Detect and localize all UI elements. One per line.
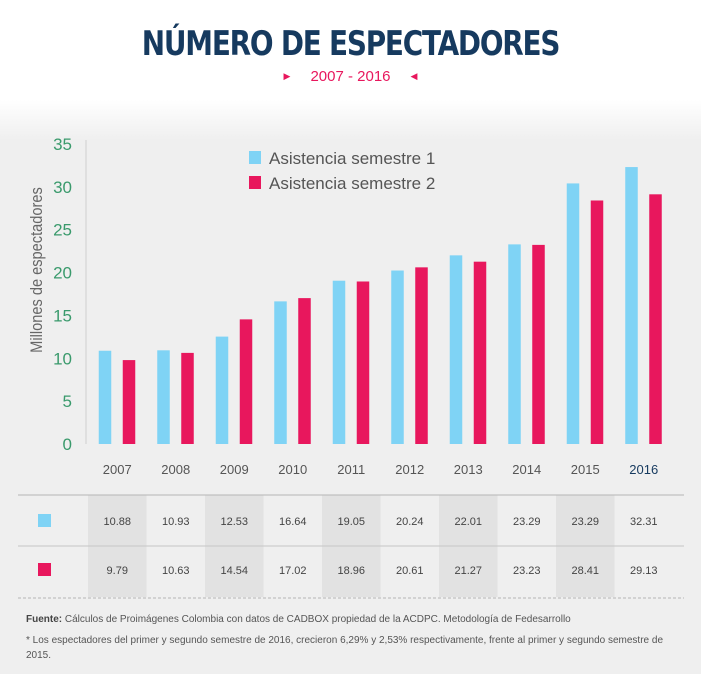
table-cell: 23.29: [513, 516, 541, 528]
bar-series1: [391, 270, 404, 444]
y-tick-label: 0: [63, 435, 72, 454]
table-cell: 12.53: [220, 516, 248, 528]
x-tick-label: 2007: [103, 462, 132, 477]
source-label: Fuente:: [26, 614, 63, 625]
table-row-swatch: [38, 563, 51, 576]
table-cell: 10.88: [103, 516, 131, 528]
table-cell: 21.27: [454, 565, 482, 577]
bar-series2: [181, 352, 194, 444]
bar-series1: [566, 183, 580, 444]
y-axis-label: Millones de espectadores: [28, 187, 46, 353]
table-cell: 20.61: [396, 565, 424, 577]
bar-series2: [122, 360, 136, 444]
table-cell: 32.31: [630, 516, 658, 528]
y-tick-label: 25: [53, 221, 72, 240]
bar-series2: [473, 261, 487, 444]
x-tick-label: 2013: [454, 462, 483, 477]
notes: Fuente: Cálculos de Proimágenes Colombia…: [26, 612, 686, 669]
table-cell: 29.13: [630, 565, 658, 577]
legend-label: Asistencia semestre 2: [269, 174, 435, 193]
bar-series1: [157, 350, 170, 444]
bar-series1: [274, 301, 287, 444]
table-cell: 23.23: [513, 565, 541, 577]
table-cell: 9.79: [107, 565, 128, 577]
x-tick-label: 2011: [337, 462, 365, 477]
table-row-swatch: [38, 514, 51, 527]
y-tick-label: 15: [53, 306, 72, 325]
x-tick-label: 2008: [161, 462, 190, 477]
bar-series2: [356, 281, 370, 444]
footnote: * Los espectadores del primer y segundo …: [26, 635, 664, 661]
y-tick-label: 30: [53, 178, 72, 197]
x-tick-label: 2009: [220, 462, 249, 477]
table-cell: 20.24: [396, 516, 424, 528]
y-tick-label: 35: [53, 135, 72, 154]
bar-series2: [298, 298, 311, 444]
legend-label: Asistencia semestre 1: [269, 149, 435, 168]
bar-series1: [449, 255, 463, 444]
x-tick-label: 2015: [571, 462, 600, 477]
bar-series1: [215, 336, 229, 444]
bar-series2: [532, 244, 545, 444]
table-cell: 10.93: [162, 516, 190, 528]
y-tick-label: 20: [53, 264, 72, 283]
table-cell: 22.01: [454, 516, 482, 528]
bar-series1: [508, 244, 521, 444]
table-cell: 28.41: [571, 565, 599, 577]
y-tick-label: 5: [63, 392, 72, 411]
x-tick-label: 2010: [278, 462, 307, 477]
triangle-right-icon: ▶: [283, 71, 291, 81]
legend-swatch: [249, 151, 261, 164]
bar-series2: [415, 267, 428, 444]
bar-chart: 0 5 10 15 20 25 30 35 Millones de espectadores 20…: [18, 135, 684, 599]
page-title: NÚMERO DE ESPECTADORES: [141, 24, 561, 64]
bar-series1: [332, 280, 346, 444]
table-cell: 17.02: [279, 565, 307, 577]
page-subtitle: ▶ 2007 - 2016 ◀: [0, 68, 701, 85]
x-tick-label: 2014: [512, 462, 541, 477]
source-note: Fuente: Cálculos de Proimágenes Colombia…: [26, 612, 686, 627]
source-text: Cálculos de Proimágenes Colombia con dat…: [62, 614, 571, 625]
subtitle-text: 2007 - 2016: [310, 68, 391, 85]
table-cell: 14.54: [220, 565, 248, 577]
bar-series2: [649, 194, 662, 444]
table-cell: 18.96: [337, 565, 365, 577]
table-cell: 10.63: [162, 565, 190, 577]
table-cell: 23.29: [571, 516, 599, 528]
bar-series2: [239, 319, 253, 444]
legend-swatch: [249, 176, 261, 189]
triangle-left-icon: ◀: [410, 71, 418, 81]
bar-series1: [625, 167, 638, 445]
table-cell: 16.64: [279, 516, 307, 528]
y-tick-label: 10: [53, 349, 72, 368]
bar-series1: [98, 350, 112, 444]
table-cell: 19.05: [337, 516, 365, 528]
x-tick-label: 2012: [395, 462, 424, 477]
x-tick-label: 2016: [629, 462, 658, 477]
bar-series2: [590, 200, 604, 444]
